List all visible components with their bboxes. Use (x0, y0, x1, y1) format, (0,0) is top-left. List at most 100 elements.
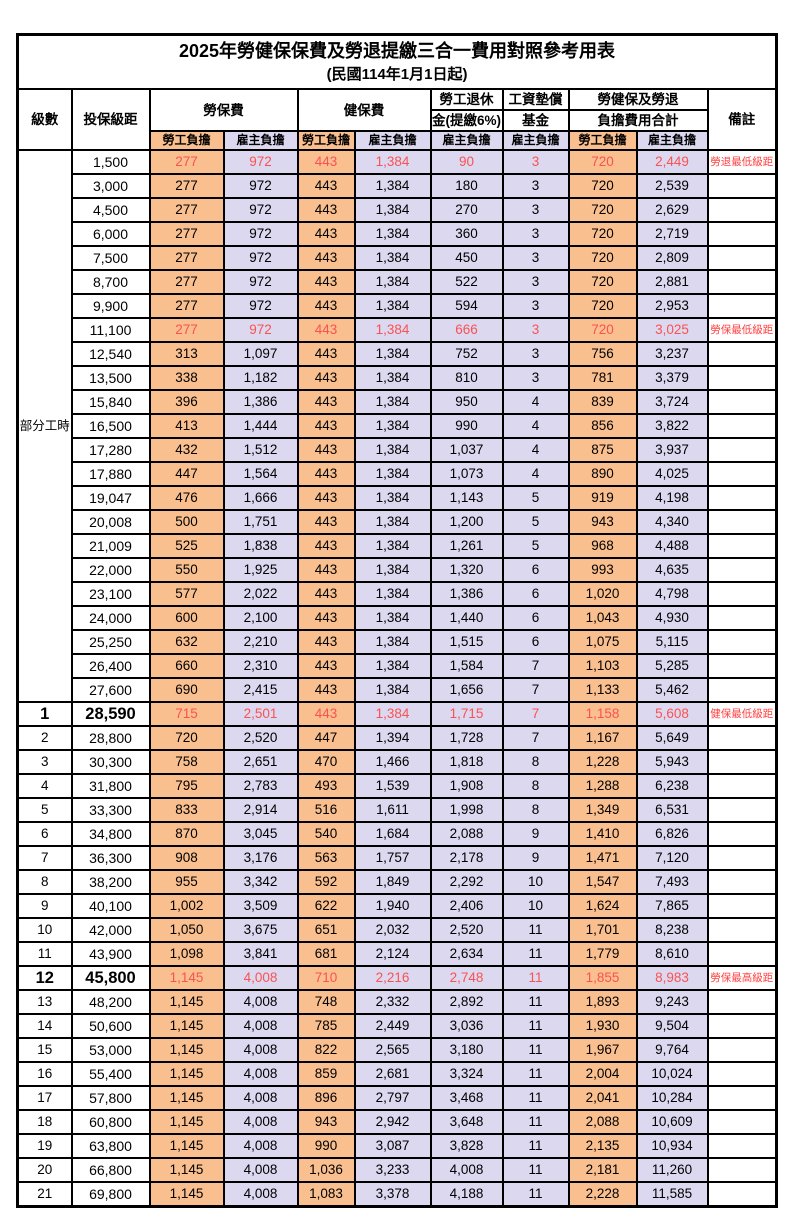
total-employee-cell: 720 (567, 245, 638, 271)
health-employee-cell: 443 (296, 221, 356, 247)
table-row: 9,900 277 972 443 1,384 594 3 720 2,953 (18, 293, 778, 319)
bracket-cell: 28,800 (70, 725, 151, 751)
total-employee-cell: 720 (567, 149, 638, 175)
page-title: 2025年勞健保保費及勞退提繳三合一費用對照參考用表 (179, 41, 616, 61)
bracket-cell: 42,000 (70, 917, 151, 943)
labor-employer-cell: 2,022 (222, 581, 299, 607)
remark-cell (706, 269, 778, 295)
total-employer-cell: 10,024 (635, 1061, 709, 1087)
remark-cell (706, 797, 778, 823)
total-employer-cell: 6,531 (635, 797, 709, 823)
labor-employee-cell: 277 (148, 293, 225, 319)
table-row: 2 28,800 720 2,520 447 1,394 1,728 7 1,167 5,649 (16, 725, 778, 751)
remark-cell (706, 557, 778, 583)
health-employer-cell: 1,384 (353, 221, 432, 247)
labor-employer-cell: 1,838 (222, 533, 299, 559)
fund-employer-cell: 6 (501, 581, 570, 607)
bracket-cell: 55,400 (70, 1061, 151, 1087)
header-group-row-1: 級數 投保級距 勞保費 健保費 勞工退休 工資墊償 勞健保及勞退 備註 (16, 88, 778, 151)
health-employer-cell: 1,384 (353, 389, 432, 415)
remark-cell (706, 389, 778, 415)
labor-employee-cell: 758 (148, 749, 225, 775)
table-row: 16 55,400 1,145 4,008 859 2,681 3,324 11 2,004 10… (16, 1061, 778, 1087)
fund-employer-cell: 3 (501, 341, 570, 367)
total-employer-cell: 8,983 (635, 965, 709, 991)
total-employer-cell: 5,462 (635, 677, 709, 703)
remark-cell (706, 893, 778, 919)
level-cell: 13 (16, 989, 73, 1015)
health-employer-cell: 1,384 (353, 413, 432, 439)
remark-cell (706, 941, 778, 967)
bracket-cell: 19,047 (70, 485, 151, 511)
fund-employer-cell: 3 (501, 269, 570, 295)
remark-cell (706, 341, 778, 367)
labor-employer-cell: 972 (222, 245, 299, 271)
table-row: 1 28,590 715 2,501 443 1,384 1,715 7 1,158 5,608 健… (16, 701, 778, 727)
bracket-cell: 21,009 (70, 533, 151, 559)
fund-employer-cell: 5 (501, 509, 570, 535)
health-employee-cell: 1,083 (296, 1181, 356, 1208)
labor-employer-share-header: 雇主負擔 (222, 130, 299, 151)
labor-employer-cell: 2,310 (222, 653, 299, 679)
fund-employer-cell: 3 (501, 173, 570, 199)
fund-employer-cell: 7 (501, 725, 570, 751)
labor-employee-cell: 715 (148, 701, 225, 727)
fund-employer-cell: 4 (501, 437, 570, 463)
pension-employer-cell: 594 (429, 293, 504, 319)
health-employer-cell: 1,384 (353, 173, 432, 199)
total-employer-cell: 11,260 (635, 1157, 709, 1183)
total-employee-cell: 2,181 (567, 1157, 638, 1183)
total-employee-cell: 720 (567, 293, 638, 319)
column-header-labor-insurance: 勞保費 (148, 88, 299, 132)
labor-employee-cell: 550 (148, 557, 225, 583)
health-employer-cell: 2,797 (353, 1085, 432, 1111)
total-employer-cell: 4,198 (635, 485, 709, 511)
health-employer-cell: 1,384 (353, 197, 432, 223)
table-row: 14 50,600 1,145 4,008 785 2,449 3,036 11 1,930 9,… (16, 1013, 778, 1039)
level-cell: 9 (16, 893, 73, 919)
total-employer-cell: 4,930 (635, 605, 709, 631)
fund-employer-cell: 7 (501, 701, 570, 727)
bracket-cell: 4,500 (70, 197, 151, 223)
table-row: 22,000 550 1,925 443 1,384 1,320 6 993 4,635 (18, 557, 778, 583)
total-employee-cell: 856 (567, 413, 638, 439)
table-row: 15,840 396 1,386 443 1,384 950 4 839 3,724 (18, 389, 778, 415)
bracket-cell: 28,590 (70, 701, 151, 727)
bracket-cell: 15,840 (70, 389, 151, 415)
health-employer-cell: 2,032 (353, 917, 432, 943)
total-employee-cell: 1,701 (567, 917, 638, 943)
total-employee-cell: 1,133 (567, 677, 638, 703)
table-row: 10 42,000 1,050 3,675 651 2,032 2,520 11 1,701 8,… (16, 917, 778, 943)
bracket-cell: 43,900 (70, 941, 151, 967)
total-employee-cell: 1,930 (567, 1013, 638, 1039)
health-employer-cell: 2,449 (353, 1013, 432, 1039)
total-employer-cell: 2,881 (635, 269, 709, 295)
remark-cell (706, 221, 778, 247)
title-cell: 2025年勞健保保費及勞退提繳三合一費用對照參考用表 (民國114年1月1日起) (16, 33, 778, 90)
total-employer-cell: 9,504 (635, 1013, 709, 1039)
remark-cell: 健保最低級距 (706, 701, 778, 727)
health-employer-cell: 1,384 (353, 317, 432, 343)
bracket-cell: 36,300 (70, 845, 151, 871)
total-employee-cell: 1,893 (567, 989, 638, 1015)
bracket-cell: 63,800 (70, 1133, 151, 1159)
total-employer-cell: 5,115 (635, 629, 709, 655)
total-employer-cell: 3,379 (635, 365, 709, 391)
column-header-level: 級數 (16, 88, 73, 151)
pension-employer-cell: 180 (429, 173, 504, 199)
health-employee-cell: 443 (296, 677, 356, 703)
pension-employer-cell: 752 (429, 341, 504, 367)
bracket-cell: 23,100 (70, 581, 151, 607)
remark-cell (706, 653, 778, 679)
labor-employee-cell: 413 (148, 413, 225, 439)
health-employer-cell: 1,384 (353, 605, 432, 631)
health-employee-cell: 443 (296, 509, 356, 535)
health-employer-share-header: 雇主負擔 (353, 130, 432, 151)
total-employer-cell: 2,809 (635, 245, 709, 271)
remark-cell (706, 581, 778, 607)
labor-employer-cell: 2,100 (222, 605, 299, 631)
total-employee-cell: 2,088 (567, 1109, 638, 1135)
labor-employer-cell: 3,176 (222, 845, 299, 871)
health-employee-cell: 748 (296, 989, 356, 1015)
health-employee-cell: 622 (296, 893, 356, 919)
